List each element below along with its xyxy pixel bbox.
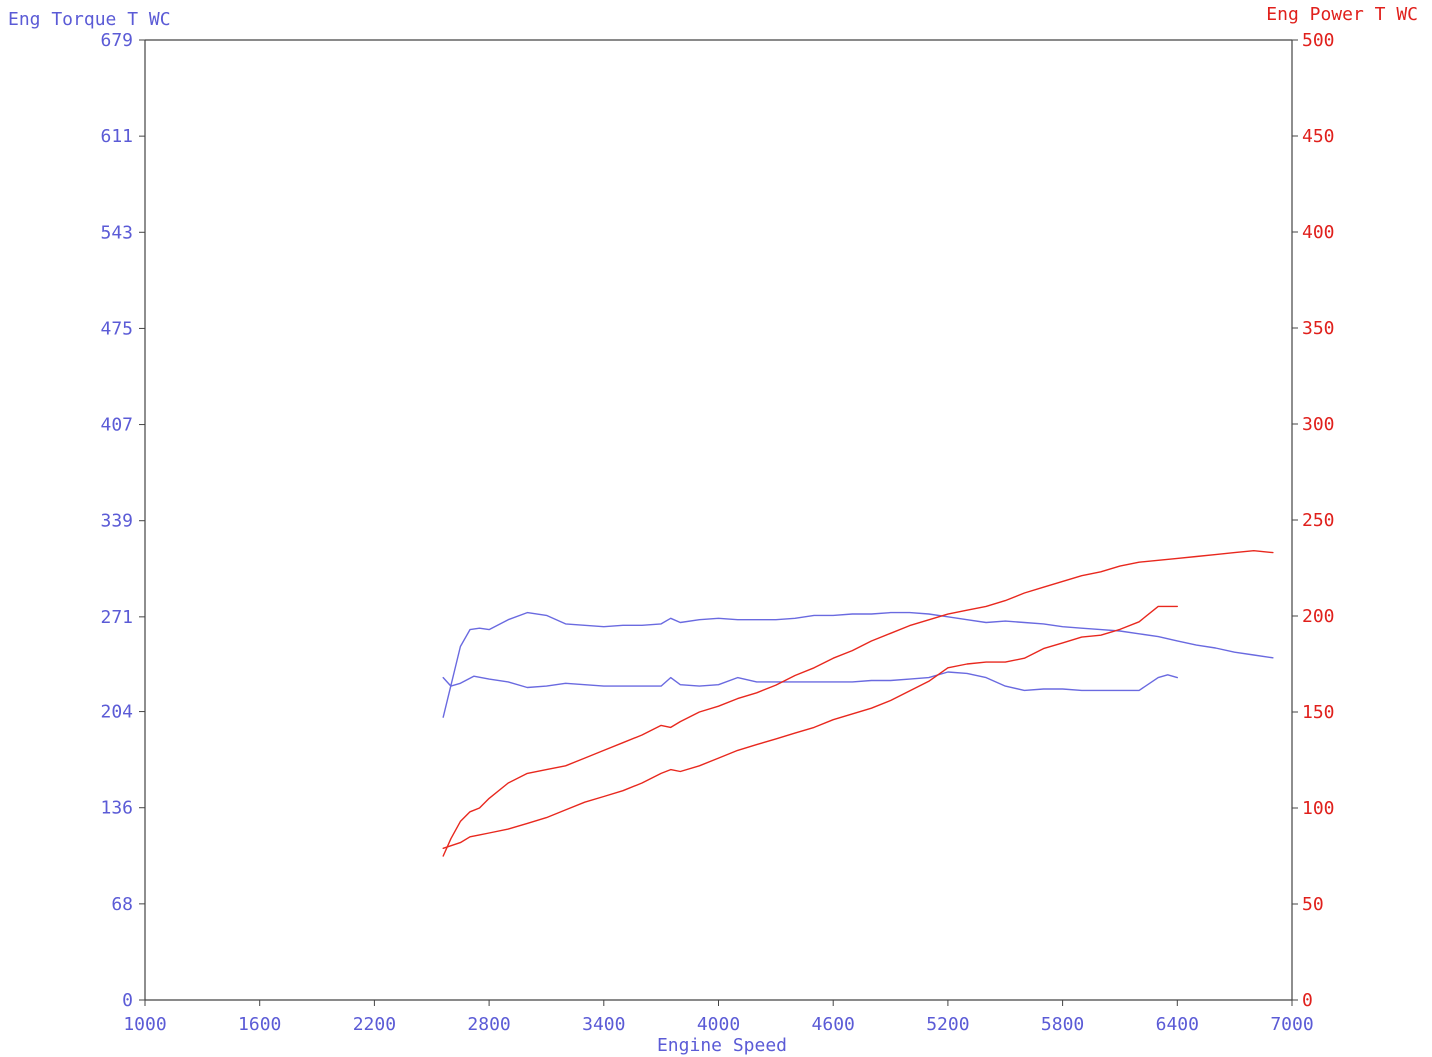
- axes-frame: [144, 39, 1293, 1001]
- left-axis-label: Eng Torque T WC: [8, 9, 171, 30]
- left-y-tick-label: 136: [100, 798, 133, 819]
- right-y-tick-label: 50: [1302, 894, 1324, 915]
- right-y-tick-label: 0: [1302, 990, 1313, 1011]
- left-y-tick-label: 611: [100, 126, 133, 147]
- left-y-tick-label: 679: [100, 30, 133, 51]
- x-axis-ticks: 1000 1600 2200 2800 3400 4000 4600 5200 5800 6400…: [123, 1000, 1314, 1035]
- x-tick-label: 5200: [926, 1014, 969, 1035]
- right-y-axis-ticks: 0 50 100 150 200 250 300 350 400 450 500: [1292, 30, 1335, 1011]
- left-y-tick-label: 543: [100, 222, 133, 243]
- series-lines: [442, 550, 1274, 857]
- x-tick-label: 5800: [1041, 1014, 1084, 1035]
- right-y-tick-label: 350: [1302, 318, 1335, 339]
- x-tick-label: 1600: [238, 1014, 281, 1035]
- x-tick-label: 7000: [1270, 1014, 1313, 1035]
- left-y-tick-label: 339: [100, 511, 133, 532]
- right-y-tick-label: 400: [1302, 222, 1335, 243]
- right-y-tick-label: 300: [1302, 414, 1335, 435]
- x-tick-label: 6400: [1156, 1014, 1199, 1035]
- right-y-tick-label: 450: [1302, 126, 1335, 147]
- x-tick-label: 2200: [353, 1014, 396, 1035]
- left-y-tick-label: 68: [111, 894, 133, 915]
- left-y-tick-label: 475: [100, 318, 133, 339]
- right-y-tick-label: 250: [1302, 510, 1335, 531]
- torque-series-line-1: [442, 671, 1179, 692]
- x-tick-label: 4600: [812, 1014, 855, 1035]
- x-tick-label: 1000: [123, 1014, 166, 1035]
- x-tick-label: 3400: [582, 1014, 625, 1035]
- left-y-tick-label: 271: [100, 607, 133, 628]
- x-axis-label: Engine Speed: [657, 1035, 787, 1056]
- torque-series-line-0: [442, 611, 1274, 718]
- power-series-line-2: [442, 550, 1274, 857]
- right-y-tick-label: 100: [1302, 798, 1335, 819]
- right-y-tick-label: 150: [1302, 702, 1335, 723]
- right-axis-label: Eng Power T WC: [1266, 4, 1418, 25]
- right-y-tick-label: 200: [1302, 606, 1335, 627]
- left-y-axis-ticks: 0 68 136 204 271 339 407 475 543 611 679: [100, 30, 145, 1011]
- left-y-tick-label: 204: [100, 702, 133, 723]
- power-series-line-3: [442, 605, 1179, 849]
- x-tick-label: 2800: [467, 1014, 510, 1035]
- left-y-tick-label: 407: [100, 415, 133, 436]
- x-tick-label: 4000: [697, 1014, 740, 1035]
- left-y-tick-label: 0: [122, 990, 133, 1011]
- right-y-tick-label: 500: [1302, 30, 1335, 51]
